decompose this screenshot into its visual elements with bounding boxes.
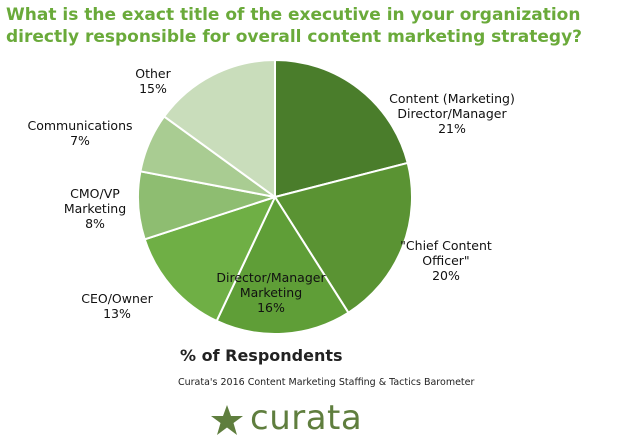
slice-label-text: CEO/Owner bbox=[81, 291, 153, 306]
pie-slice bbox=[143, 195, 277, 323]
slice-value-label: 13% bbox=[103, 306, 131, 321]
slice-label: "Chief Content Officer" 20% bbox=[400, 238, 492, 283]
slice-value-label: 8% bbox=[85, 216, 105, 231]
star-icon bbox=[211, 405, 243, 435]
slice-label-text: CMO/VP bbox=[70, 186, 120, 201]
slice-label: Content (Marketing) Director/Manager 21% bbox=[389, 91, 515, 136]
slice-label-text: Marketing bbox=[63, 201, 127, 216]
slice-label-text: Officer" bbox=[422, 253, 470, 268]
slice-label: Director/Manager Marketing 16% bbox=[216, 270, 325, 315]
slice-value-label: 7% bbox=[70, 133, 90, 148]
pie-slice bbox=[215, 194, 350, 335]
slice-label-text: "Chief Content bbox=[400, 238, 492, 253]
logo-wordmark: curata bbox=[250, 398, 363, 438]
slice-label-text: Content (Marketing) bbox=[389, 91, 515, 106]
x-axis-label: % of Respondents bbox=[180, 346, 343, 365]
slice-label: CEO/Owner 13% bbox=[81, 291, 153, 321]
slice-label-text: Communications bbox=[27, 118, 133, 133]
pie-slice bbox=[273, 161, 413, 315]
pie-slice bbox=[274, 58, 409, 199]
slice-label-text: Other bbox=[135, 66, 171, 81]
slice-label-text: Marketing bbox=[239, 285, 303, 300]
slice-label: CMO/VP Marketing 8% bbox=[64, 186, 126, 231]
slice-value-label: 16% bbox=[257, 300, 285, 315]
slice-label-text: Director/Manager bbox=[216, 270, 326, 285]
slice-value-label: 15% bbox=[139, 81, 167, 96]
slice-label-text: Director/Manager bbox=[397, 106, 507, 121]
pie-slice bbox=[162, 58, 276, 199]
slice-value-label: 20% bbox=[432, 268, 460, 283]
slice-value-label: 21% bbox=[438, 121, 466, 136]
source-note: Curata's 2016 Content Marketing Staffing… bbox=[178, 377, 475, 388]
slice-label: Communications 7% bbox=[27, 118, 132, 148]
slice-label: Other 15% bbox=[135, 66, 171, 96]
chart-title: What is the exact title of the executive… bbox=[6, 5, 583, 47]
